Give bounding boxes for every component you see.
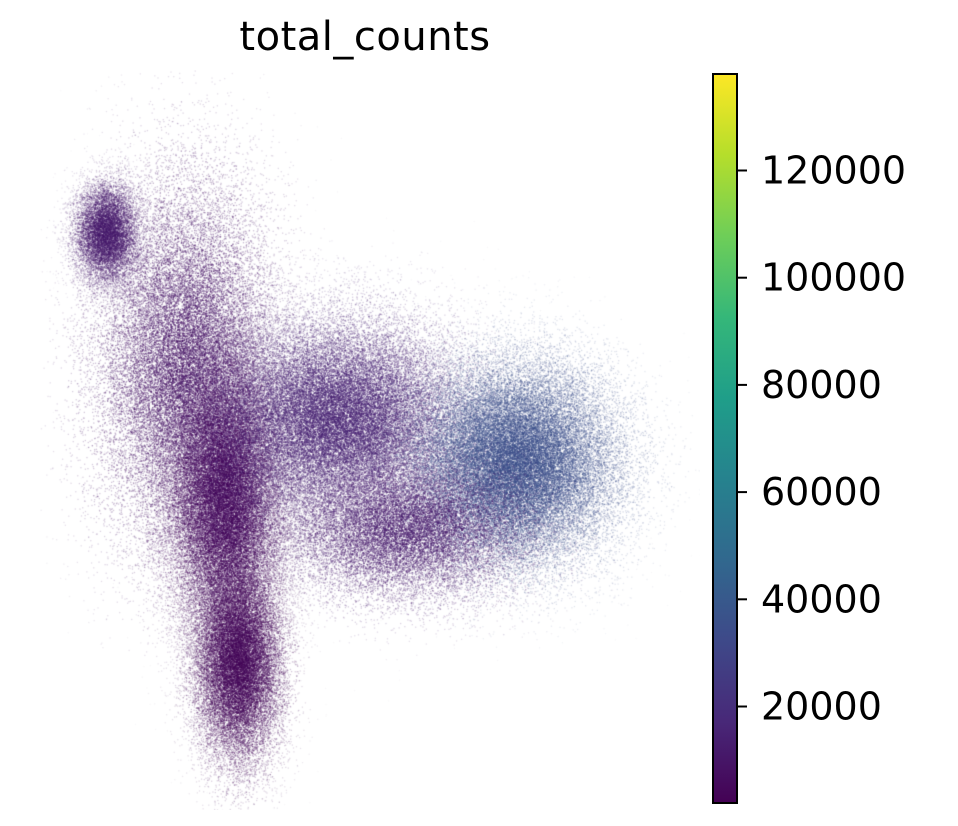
scatter-plot [40, 70, 700, 810]
colorbar-tick-label: 100000 [761, 256, 906, 300]
colorbar-tick-label: 20000 [761, 685, 882, 729]
colorbar-gradient [713, 74, 737, 803]
colorbar-tick-label: 120000 [761, 148, 906, 192]
chart-title: total_counts [0, 14, 730, 60]
colorbar-tick-label: 80000 [761, 363, 882, 407]
colorbar-ticks: 20000 40000 60000 80000 100000 120000 [737, 148, 906, 728]
colorbar-tick-label: 40000 [761, 577, 882, 621]
colorbar: 20000 40000 60000 80000 100000 120000 [700, 60, 958, 820]
colorbar-tick-label: 60000 [761, 470, 882, 514]
